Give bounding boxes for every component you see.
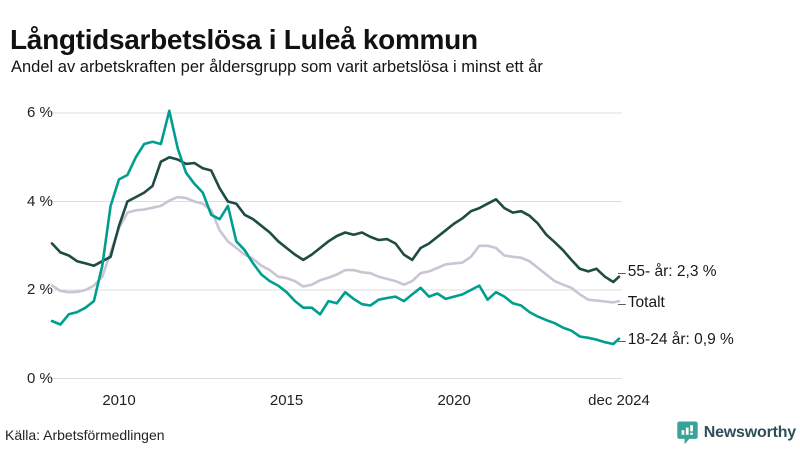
page-subtitle: Andel av arbetskraften per åldersgrupp s… xyxy=(11,58,543,76)
series-label-55-plus: – 55- år: 2,3 % xyxy=(618,262,717,282)
label-tick-dash: – xyxy=(618,332,626,348)
newsworthy-logo-text: Newsworthy xyxy=(703,423,796,441)
source-note: Källa: Arbetsförmedlingen xyxy=(5,427,165,443)
label-tick-dash: – xyxy=(618,295,626,311)
y-axis-tick-6: 6 % xyxy=(27,104,53,121)
series-label-text: 18-24 år: 0,9 % xyxy=(627,331,734,348)
x-axis-tick-dec-2024: dec 2024 xyxy=(588,392,650,409)
label-tick-dash: – xyxy=(618,264,626,280)
series-label-text: 55- år: 2,3 % xyxy=(627,263,717,280)
series-label-totalt: – Totalt xyxy=(618,293,665,313)
page-title: Långtidsarbetslösa i Luleå kommun xyxy=(10,23,478,55)
x-axis-tick-2015: 2015 xyxy=(269,392,304,409)
bar-chart-speech-bubble-icon xyxy=(677,421,698,445)
y-axis-tick-0: 0 % xyxy=(27,369,53,387)
newsworthy-logo: Newsworthy xyxy=(676,420,796,445)
series-line-Totalt xyxy=(50,195,621,304)
series-label-18-24: – 18-24 år: 0,9 % xyxy=(618,330,734,350)
y-axis-tick-2: 2 % xyxy=(27,281,53,298)
series-line-55- år xyxy=(50,156,621,284)
x-axis-tick-2020: 2020 xyxy=(437,392,471,409)
x-axis-tick-2010: 2010 xyxy=(102,392,136,409)
series-line-18-24 år xyxy=(50,109,621,346)
y-axis-tick-4: 4 % xyxy=(27,192,53,210)
series-label-text: Totalt xyxy=(627,294,665,311)
